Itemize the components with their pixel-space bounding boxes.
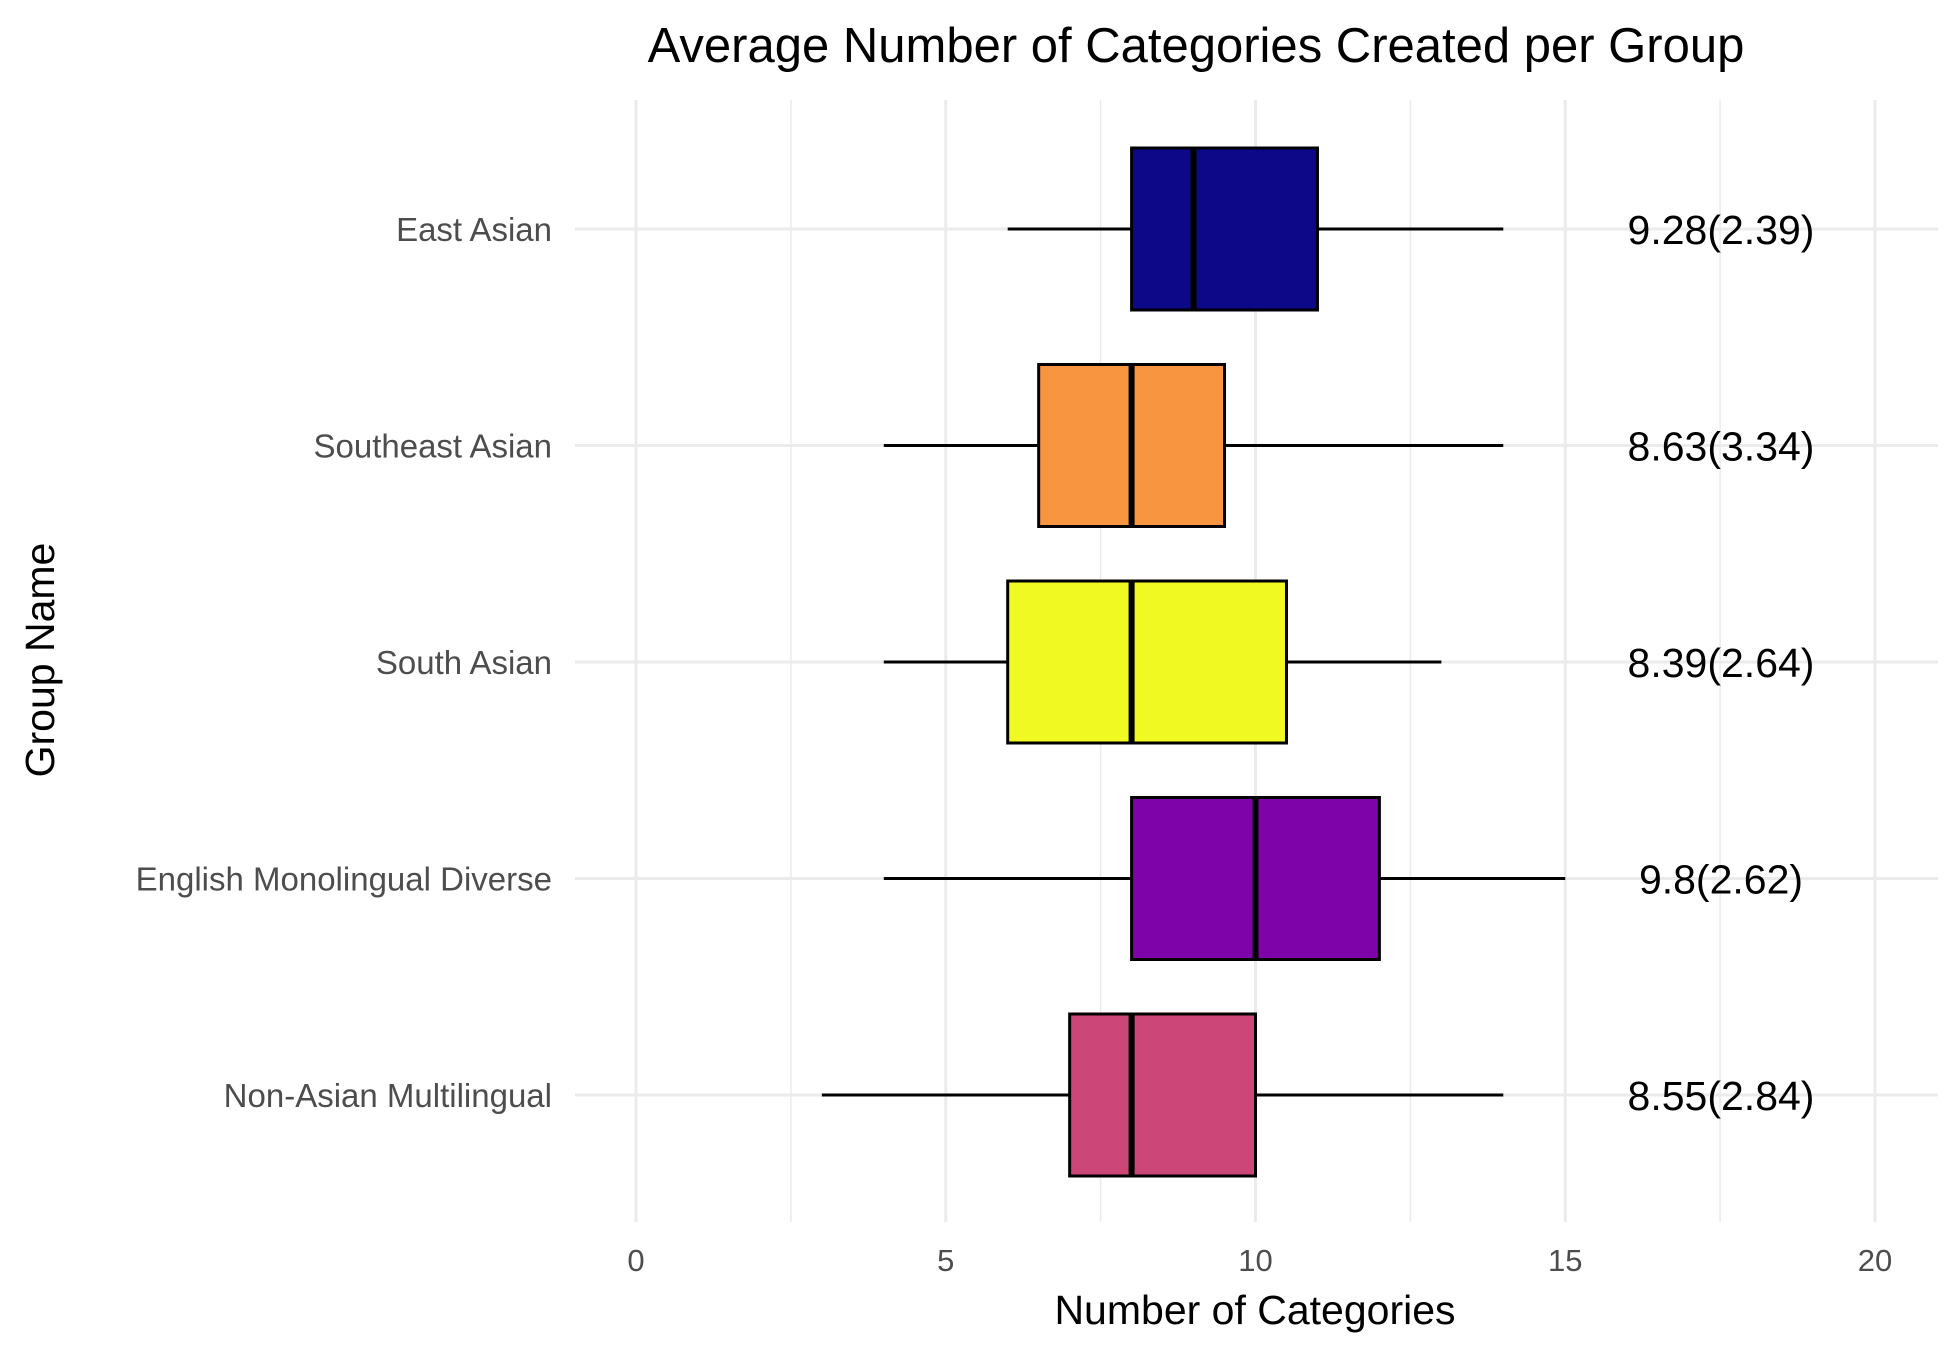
y-axis-title: Group Name [17, 543, 63, 778]
summary-label: 9.8(2.62) [1639, 857, 1803, 903]
x-tick-label: 0 [627, 1243, 644, 1278]
iqr-box [1130, 146, 1319, 312]
summary-label: 8.63(3.34) [1628, 424, 1815, 470]
chart-title: Average Number of Categories Created per… [648, 19, 1745, 73]
summary-label: 9.28(2.39) [1628, 207, 1815, 253]
x-tick-label: 10 [1238, 1243, 1272, 1278]
x-tick-label: 15 [1548, 1243, 1582, 1278]
summary-labels: 9.28(2.39) 8.63(3.34) 8.39(2.64) 9.8(2.62) 8… [1628, 207, 1815, 1119]
y-tick-label: East Asian [396, 211, 552, 248]
iqr-box [1068, 1012, 1258, 1178]
y-tick-label: South Asian [376, 644, 552, 681]
x-tick-label: 5 [937, 1243, 954, 1278]
x-tick-labels: 0 5 10 15 20 [627, 1243, 1892, 1278]
y-tick-labels: East Asian Southeast Asian South Asian Engl… [136, 211, 552, 1114]
summary-label: 8.39(2.64) [1628, 640, 1815, 686]
x-tick-label: 20 [1858, 1243, 1892, 1278]
y-tick-label: Non-Asian Multilingual [224, 1077, 552, 1114]
y-tick-label: English Monolingual Diverse [136, 861, 552, 898]
x-axis-title: Number of Categories [1054, 1287, 1455, 1333]
iqr-box [1006, 579, 1288, 745]
box-marks [821, 146, 1566, 1178]
summary-label: 8.55(2.84) [1628, 1073, 1815, 1119]
y-tick-label: Southeast Asian [313, 428, 552, 465]
